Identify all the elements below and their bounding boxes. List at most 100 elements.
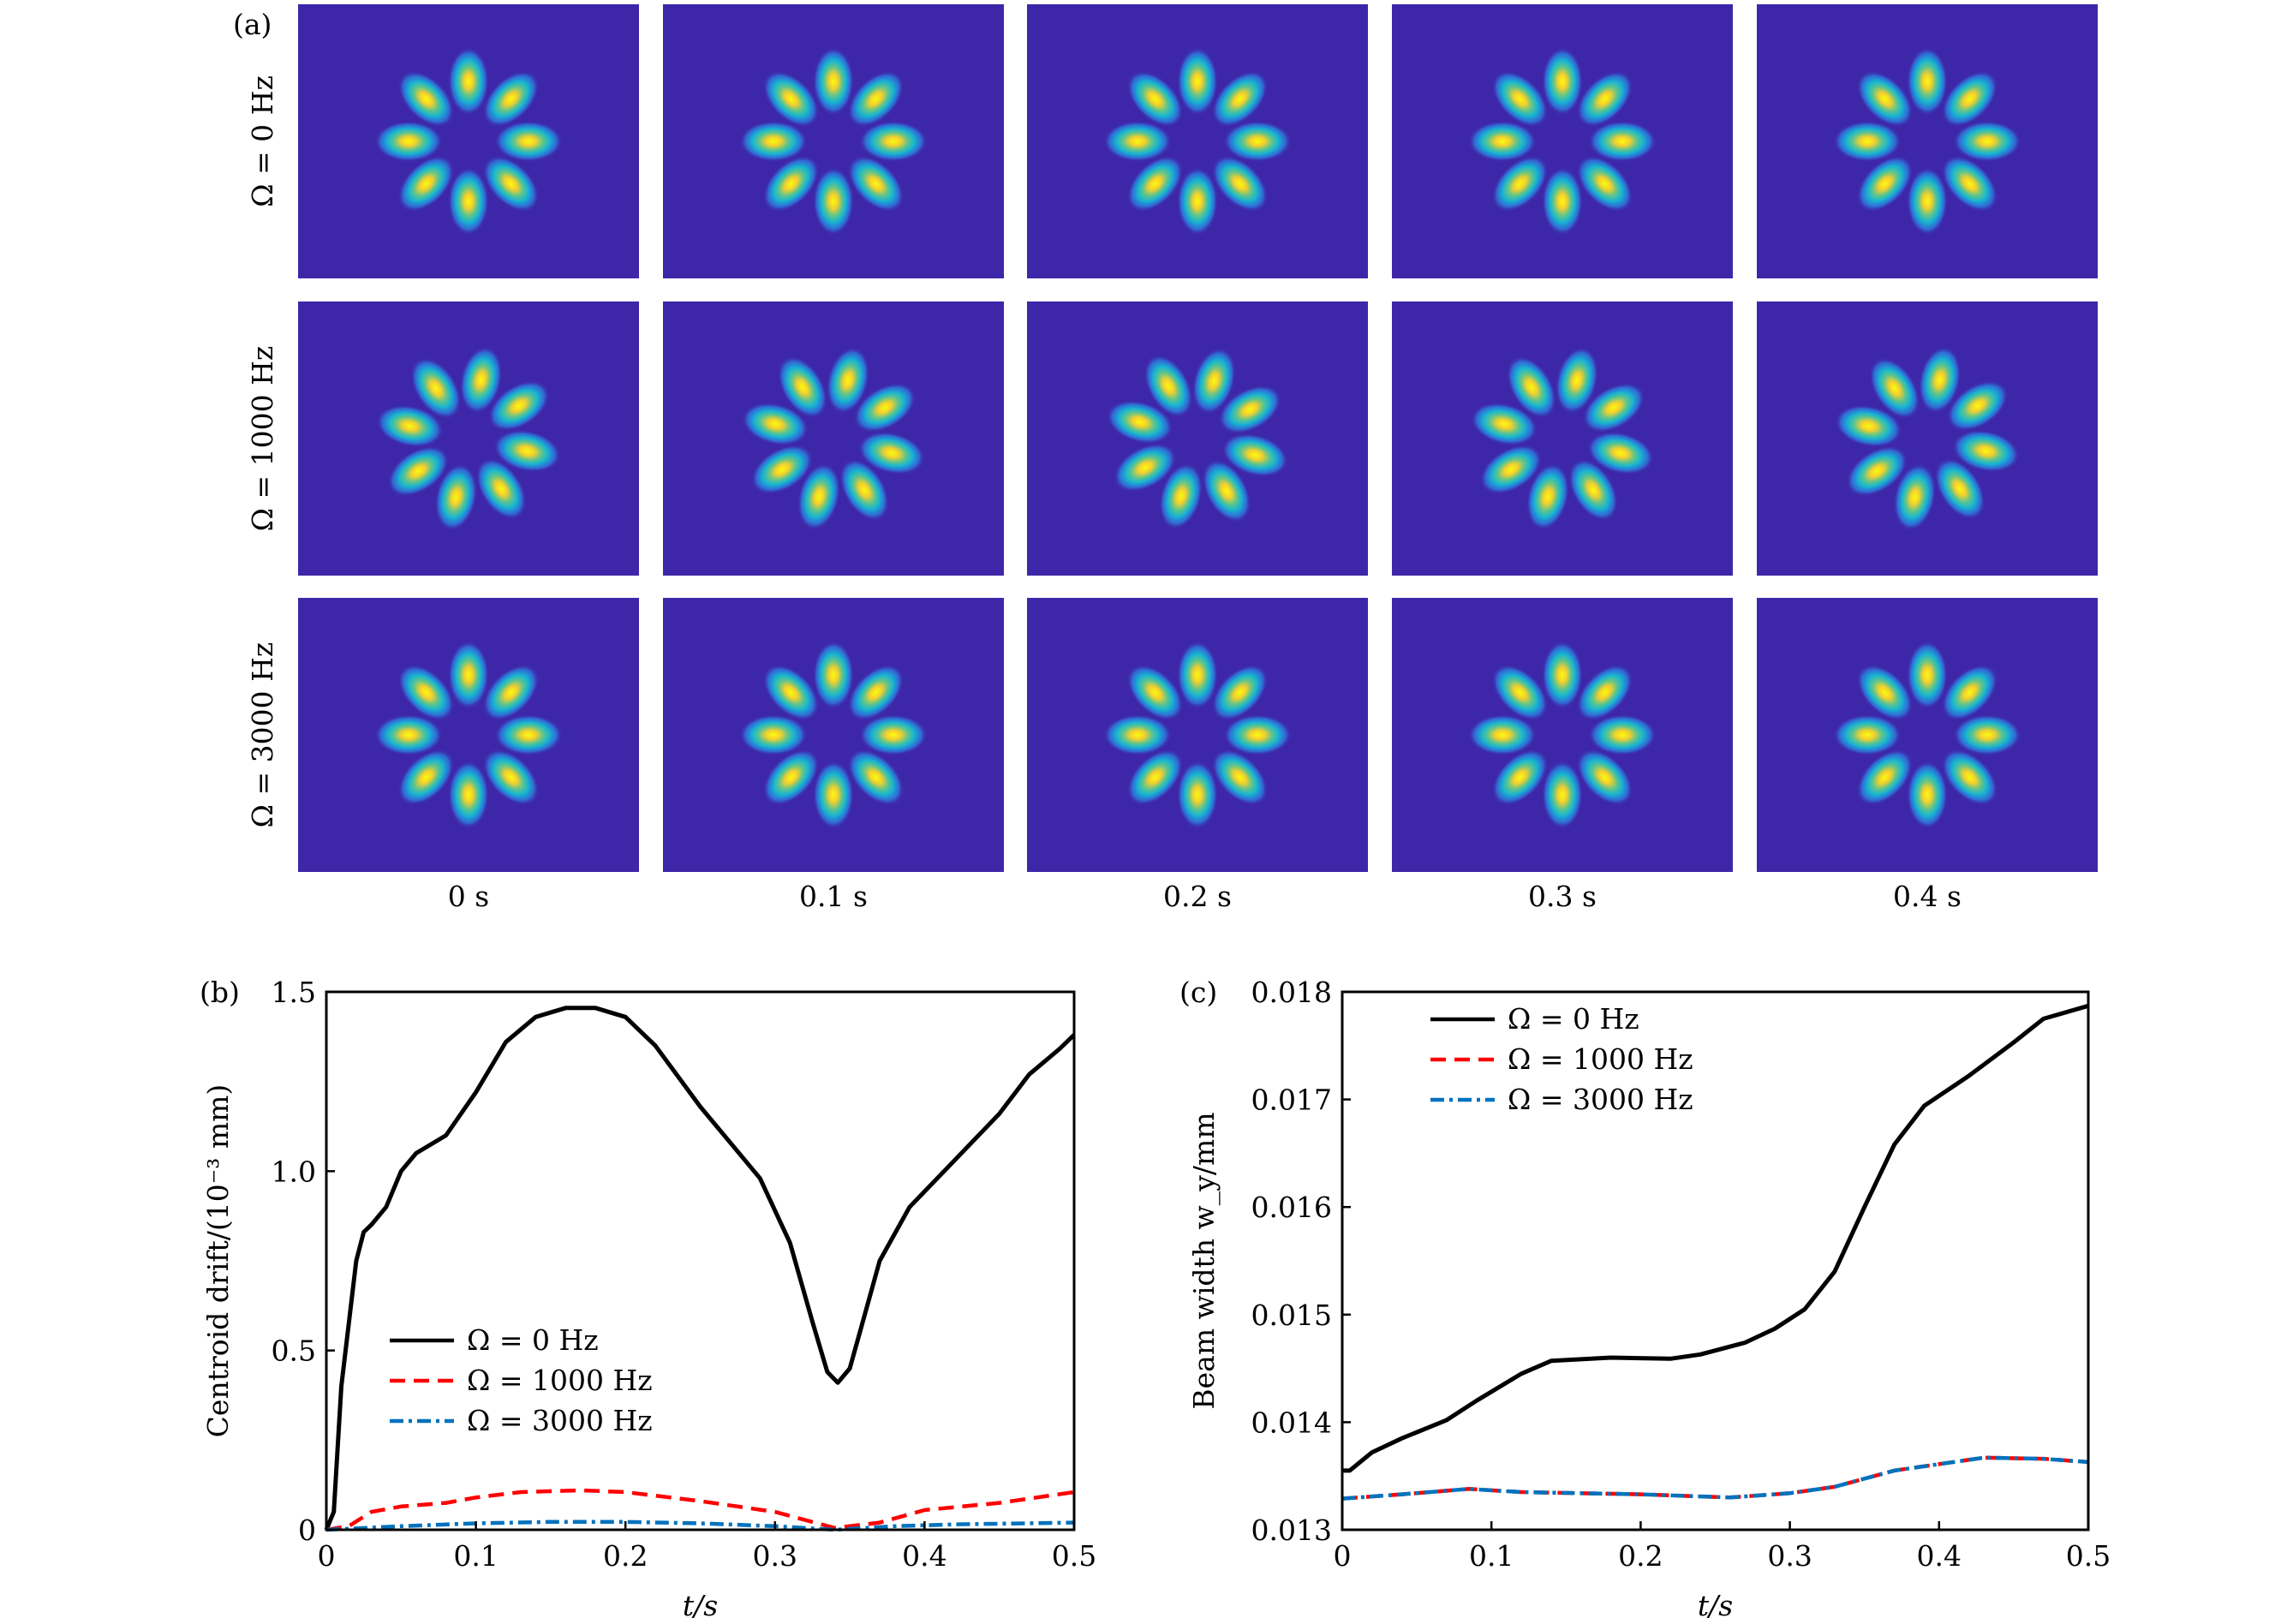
panel-label: (c) — [1179, 976, 1217, 1009]
beam-lobe — [777, 355, 828, 419]
legend-entry-1: Ω = 1000 Hz — [1508, 1042, 1693, 1076]
beam-lobe — [1833, 714, 1902, 755]
beam-lobe — [1567, 458, 1619, 522]
time-label: 0.4 s — [1893, 880, 1962, 913]
beam-lobe — [813, 47, 854, 116]
beam-lobe — [1835, 404, 1902, 448]
beam-lobe — [762, 155, 820, 212]
series-line-2 — [325, 1520, 1075, 1532]
beam-lobe — [826, 346, 870, 415]
tile-background — [1757, 4, 2098, 278]
tile-background — [663, 598, 1004, 872]
beam-lobe — [1159, 463, 1203, 530]
tile-background — [1392, 598, 1733, 872]
beam-lobe — [741, 402, 809, 446]
beam-lobe — [1526, 463, 1570, 531]
beam-lobe — [1221, 433, 1289, 477]
beam-lobe — [434, 463, 478, 531]
plot-frame — [1341, 990, 2090, 1531]
series-line-0 — [1342, 1003, 2089, 1473]
beam-lobe — [1468, 121, 1537, 162]
x-tick-label: 0.5 — [2066, 1539, 2111, 1573]
beam-lobe — [1202, 459, 1251, 523]
time-label: 0.1 s — [799, 880, 868, 913]
beam-lobe — [1506, 355, 1557, 419]
panel-a: (a) Ω = 0 Hz Ω = 1000 Hz Ω = 3000 Hz 0 s 0.1… — [233, 4, 2098, 913]
series-line-0 — [324, 1006, 1076, 1531]
series-line-2 — [1341, 1455, 2089, 1501]
beam-lobe — [813, 167, 854, 236]
beam-lobe — [482, 70, 540, 128]
beam-lobe — [739, 714, 808, 755]
beam-lobe — [1177, 47, 1218, 116]
beam-lobe — [1856, 70, 1914, 128]
beam-lobe — [482, 749, 540, 806]
beam-profile-tile — [298, 4, 639, 278]
beam-profile-tile — [1392, 302, 1733, 576]
beam-lobe — [859, 121, 928, 162]
beam-profile-tile — [298, 302, 639, 576]
x-tick-label: 0.2 — [603, 1539, 648, 1573]
beam-lobe — [847, 749, 905, 806]
beam-lobe — [813, 761, 854, 829]
time-label: 0 s — [448, 880, 489, 913]
beam-lobe — [459, 346, 503, 414]
y-tick-label: 0.016 — [1251, 1191, 1332, 1224]
beam-lobe — [839, 458, 890, 522]
y-tick-label: 0.014 — [1251, 1406, 1332, 1439]
beam-lobe — [1491, 749, 1549, 806]
beam-lobe — [374, 121, 443, 162]
beam-lobe — [1941, 155, 1998, 212]
row-label: Ω = 1000 Hz — [246, 346, 279, 532]
beam-lobe — [762, 70, 820, 128]
beam-lobe — [1946, 380, 2009, 432]
beam-lobe — [762, 664, 820, 721]
beam-lobe — [1907, 761, 1948, 829]
beam-lobe — [397, 70, 455, 128]
tile-background — [1027, 302, 1368, 576]
x-tick-label: 0.1 — [1469, 1539, 1514, 1573]
beam-lobe — [1542, 641, 1583, 709]
beam-lobe — [1588, 121, 1657, 162]
beam-lobe — [1144, 354, 1193, 418]
beam-lobe — [1952, 429, 2020, 473]
beam-lobe — [847, 70, 905, 128]
beam-profile-tile — [663, 302, 1004, 576]
beam-lobe — [448, 761, 489, 829]
beam-lobe — [482, 155, 540, 212]
beam-lobe — [1893, 463, 1937, 531]
beam-lobe — [1470, 402, 1538, 446]
beam-lobe — [1542, 167, 1583, 236]
beam-lobe — [1223, 714, 1292, 755]
tile-background — [663, 302, 1004, 576]
chart-c: 0 0.1 0.2 0.3 0.4 0.5 0.013 0.014 0.015 0.016 0.01… — [1179, 976, 2111, 1622]
beam-lobe — [1126, 664, 1184, 721]
legend-entry-1: Ω = 1000 Hz — [467, 1364, 653, 1397]
beam-lobe — [475, 457, 527, 520]
beam-profile-tile — [1757, 598, 2098, 872]
beam-profile-tile — [1392, 4, 1733, 278]
row-label: Ω = 0 Hz — [246, 75, 279, 207]
beam-lobe — [397, 155, 455, 212]
beam-lobe — [1177, 641, 1218, 709]
beam-profile-tile — [663, 598, 1004, 872]
beam-lobe — [448, 47, 489, 116]
beam-profile-tile — [1392, 598, 1733, 872]
beam-lobe — [1953, 121, 2021, 162]
beam-lobe — [1191, 347, 1236, 415]
beam-lobe — [397, 749, 455, 806]
x-tick-label: 0.4 — [902, 1539, 946, 1573]
legend-entry-0: Ω = 0 Hz — [467, 1323, 599, 1357]
beam-lobe — [1491, 664, 1549, 721]
legend-entry-2: Ω = 3000 Hz — [467, 1404, 653, 1437]
beam-lobe — [1103, 714, 1172, 755]
beam-profile-tile — [1757, 302, 2098, 576]
beam-lobe — [1211, 749, 1269, 806]
beam-lobe — [1941, 749, 1998, 806]
beam-lobe — [853, 382, 917, 433]
beam-lobe — [1491, 70, 1549, 128]
y-tick-label: 0.017 — [1251, 1084, 1332, 1117]
tile-background — [1392, 302, 1733, 576]
legend-entry-0: Ω = 0 Hz — [1508, 1002, 1639, 1036]
x-tick-label: 0.2 — [1618, 1539, 1663, 1573]
